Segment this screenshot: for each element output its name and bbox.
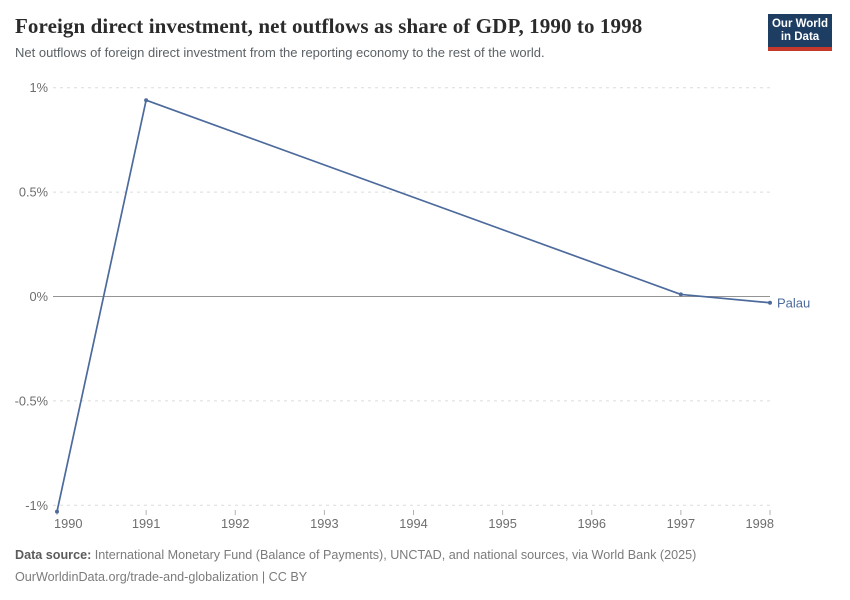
footer-link[interactable]: OurWorldinData.org/trade-and-globalizati… — [15, 570, 308, 584]
owid-logo-line2: in Data — [780, 31, 820, 43]
page-title: Foreign direct investment, net outflows … — [15, 14, 643, 38]
x-tick-label: 1991 — [132, 516, 160, 531]
data-source-line: Data source: International Monetary Fund… — [15, 546, 835, 565]
x-tick-label: 1995 — [488, 516, 516, 531]
x-tick-label: 1997 — [667, 516, 695, 531]
y-tick-label: 0% — [30, 289, 49, 304]
data-point[interactable] — [144, 98, 149, 103]
data-point[interactable] — [768, 300, 772, 305]
y-tick-label: 0.5% — [19, 185, 48, 200]
y-tick-label: 1% — [30, 80, 49, 95]
y-tick-label: -1% — [25, 498, 48, 513]
line-chart: 1% 0.5% 0% -0.5% -1% 1990 1991 1992 1993 1994 1995… — [15, 80, 811, 531]
data-point[interactable] — [678, 292, 683, 297]
series-line-palau[interactable] — [56, 99, 771, 512]
chart-subtitle: Net outflows of foreign direct investmen… — [15, 45, 545, 60]
chart-footer: Data source: International Monetary Fund… — [15, 546, 835, 590]
x-tick-label: 1998 — [746, 516, 774, 531]
x-tick-label: 1990 — [54, 516, 82, 531]
data-point[interactable] — [55, 509, 59, 514]
series-label-palau[interactable]: Palau — [777, 295, 810, 310]
x-tick-label: 1994 — [399, 516, 427, 531]
owid-logo[interactable]: Our World in Data — [768, 14, 832, 51]
x-tick-label: 1992 — [221, 516, 249, 531]
y-tick-label: -0.5% — [15, 393, 48, 408]
data-source-label: Data source: — [15, 548, 92, 562]
data-source-text: International Monetary Fund (Balance of … — [94, 548, 697, 562]
owid-logo-line1: Our World — [771, 18, 828, 30]
x-tick-label: 1993 — [310, 516, 338, 531]
x-tick-label: 1996 — [578, 516, 606, 531]
